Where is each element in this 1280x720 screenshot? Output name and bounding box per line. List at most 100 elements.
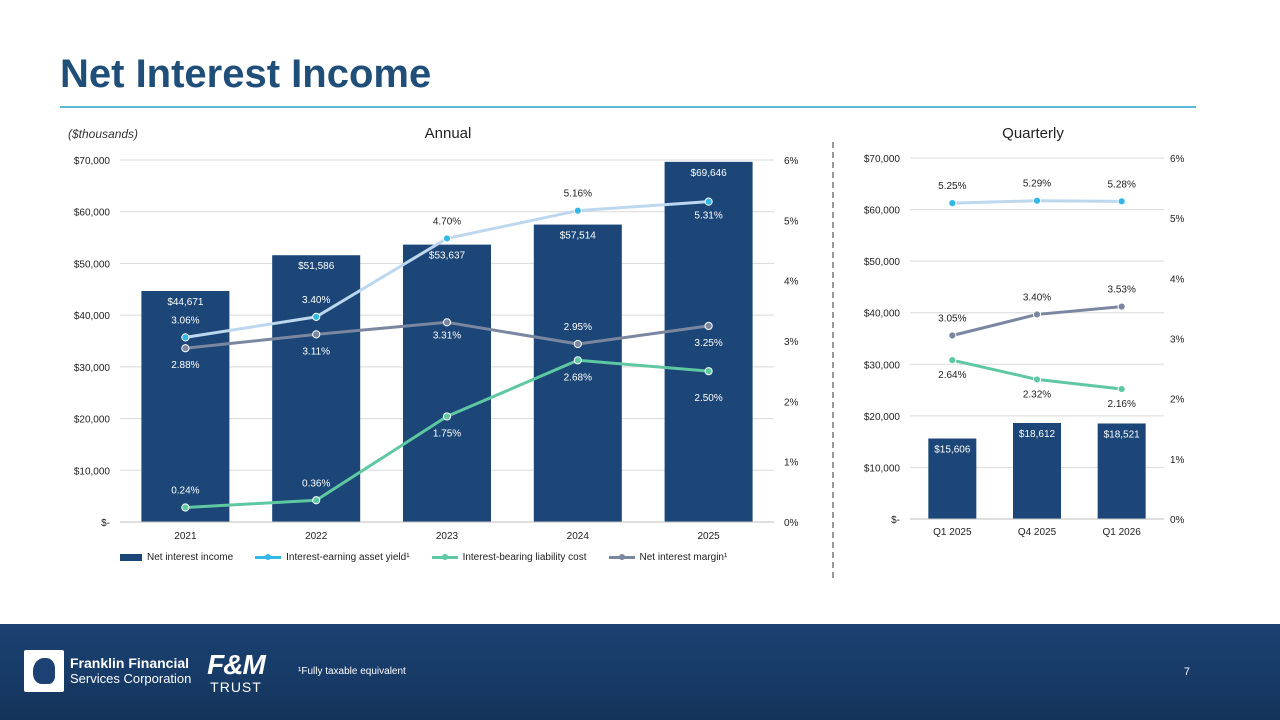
annual-point-nim	[442, 318, 452, 327]
annual-point-label-nim: 3.31%	[433, 330, 461, 341]
fm-logo-mark: F&M	[207, 649, 266, 680]
chart-divider	[832, 142, 834, 578]
annual-point-yield	[442, 234, 452, 243]
quarterly-y-tick-label: $10,000	[864, 463, 901, 474]
annual-bar-value-label: $44,671	[167, 297, 204, 308]
legend-item-liability-cost: Interest-bearing liability cost	[431, 552, 587, 563]
fm-trust-logo: F&M TRUST	[196, 650, 276, 696]
annual-point-cost	[312, 496, 321, 505]
quarterly-category-label: Q1 2025	[933, 527, 972, 538]
annual-point-yield	[181, 333, 190, 342]
annual-point-cost	[181, 503, 190, 512]
franklin-emblem-icon	[24, 650, 64, 692]
legend-label-net-interest-margin: Net interest margin¹	[639, 552, 728, 563]
annual-legend: Net interest income Interest-earning ass…	[120, 552, 727, 563]
annual-y-tick-label: $70,000	[74, 156, 111, 167]
quarterly-point-nim	[948, 331, 957, 340]
annual-point-label-cost: 2.50%	[694, 393, 722, 404]
annual-bar-2025	[664, 161, 753, 522]
quarterly-point-yield	[1032, 196, 1042, 205]
quarterly-point-nim	[1032, 310, 1042, 319]
quarterly-bar-value-label: $15,606	[934, 445, 971, 456]
annual-point-label-nim: 3.11%	[302, 346, 330, 357]
quarterly-y-tick-label: $60,000	[864, 206, 901, 217]
annual-point-label-cost: 0.24%	[171, 486, 199, 497]
quarterly-point-label-yield: 5.28%	[1107, 179, 1135, 190]
annual-y-tick-label: $60,000	[74, 208, 111, 219]
quarterly-category-label: Q4 2025	[1018, 527, 1057, 538]
footer-band	[0, 624, 1280, 720]
quarterly-point-cost	[948, 356, 957, 365]
page-number: 7	[1183, 666, 1190, 678]
quarterly-point-label-cost: 2.64%	[938, 370, 966, 381]
quarterly-y-tick-label: $40,000	[864, 309, 901, 320]
quarterly-y2-tick-label: 6%	[1170, 154, 1185, 165]
quarterly-y-tick-label: $20,000	[864, 412, 901, 423]
quarterly-point-label-nim: 3.40%	[1023, 292, 1051, 303]
annual-point-cost	[573, 356, 582, 365]
annual-bar-value-label: $57,514	[560, 231, 597, 242]
quarterly-chart-heading: Quarterly	[1002, 125, 1064, 142]
quarterly-y2-tick-label: 1%	[1170, 455, 1185, 466]
annual-y2-tick-label: 3%	[784, 337, 799, 348]
annual-y2-tick-label: 6%	[784, 156, 799, 167]
annual-point-nim	[312, 330, 321, 339]
annual-point-label-yield: 5.16%	[564, 189, 592, 200]
legend-label-asset-yield: Interest-earning asset yield¹	[286, 552, 410, 563]
quarterly-point-cost	[1032, 375, 1042, 384]
quarterly-bar-q1-2025	[928, 438, 977, 519]
legend-label-net-interest-income: Net interest income	[147, 552, 234, 563]
annual-point-nim	[573, 339, 582, 349]
quarterly-y2-tick-label: 3%	[1170, 335, 1185, 346]
annual-bar-value-label: $51,586	[298, 261, 335, 272]
annual-point-label-cost: 2.68%	[564, 372, 592, 383]
legend-swatch-cost	[431, 554, 458, 560]
annual-category-label: 2024	[567, 531, 590, 542]
quarterly-category-label: Q1 2026	[1102, 527, 1141, 538]
franklin-financial-logo: Franklin Financial Services Corporation	[24, 650, 191, 692]
annual-point-label-cost: 1.75%	[433, 428, 461, 439]
annual-point-nim	[704, 321, 713, 331]
legend-item-net-interest-margin: Net interest margin¹	[608, 552, 728, 563]
legend-swatch-yield	[255, 554, 282, 560]
annual-bar-2023	[403, 244, 491, 522]
quarterly-point-label-yield: 5.25%	[938, 181, 966, 192]
annual-chart-heading: Annual	[424, 125, 472, 142]
franklin-logo-text: Franklin Financial Services Corporation	[70, 656, 191, 687]
quarterly-point-label-cost: 2.16%	[1107, 399, 1135, 410]
annual-y-tick-label: $20,000	[74, 415, 111, 426]
quarterly-point-label-nim: 3.05%	[938, 313, 966, 324]
quarterly-point-cost	[1117, 384, 1126, 394]
annual-point-cost	[704, 367, 713, 376]
annual-y-tick-label: $30,000	[74, 363, 111, 374]
annual-y2-tick-label: 1%	[784, 458, 799, 469]
annual-category-label: 2021	[174, 531, 197, 542]
annual-point-nim	[181, 344, 190, 353]
annual-bar-value-label: $69,646	[691, 168, 728, 179]
annual-y-tick-label: $40,000	[74, 311, 111, 322]
quarterly-y-tick-label: $-	[891, 515, 900, 526]
quarterly-y2-tick-label: 2%	[1170, 395, 1185, 406]
annual-y-tick-label: $10,000	[74, 466, 111, 477]
quarterly-point-yield	[1117, 197, 1126, 206]
legend-label-liability-cost: Interest-bearing liability cost	[462, 552, 587, 563]
annual-y-tick-label: $50,000	[74, 259, 111, 270]
annual-y2-tick-label: 5%	[784, 216, 799, 227]
annual-point-label-nim: 2.95%	[564, 322, 592, 333]
quarterly-y-tick-label: $30,000	[864, 360, 901, 371]
annual-y-tick-label: $-	[101, 518, 110, 529]
annual-bar-value-label: $53,637	[429, 251, 466, 262]
quarterly-bar-q4-2025	[1013, 423, 1061, 519]
quarterly-y2-tick-label: 5%	[1170, 214, 1185, 225]
annual-y2-tick-label: 2%	[784, 397, 799, 408]
quarterly-point-label-cost: 2.32%	[1023, 389, 1051, 400]
annual-y2-tick-label: 4%	[784, 277, 799, 288]
legend-swatch-bar	[120, 554, 142, 561]
title-rule	[60, 106, 1196, 108]
annual-category-label: 2025	[697, 531, 720, 542]
annual-point-yield	[704, 197, 713, 206]
annual-bar-2021	[141, 290, 230, 522]
page-title: Net Interest Income	[60, 52, 432, 96]
annual-category-label: 2023	[436, 531, 459, 542]
charts-canvas: $- $10,000 $20,000 $30,000 $40,000 $50,000 $60…	[74, 154, 1185, 542]
